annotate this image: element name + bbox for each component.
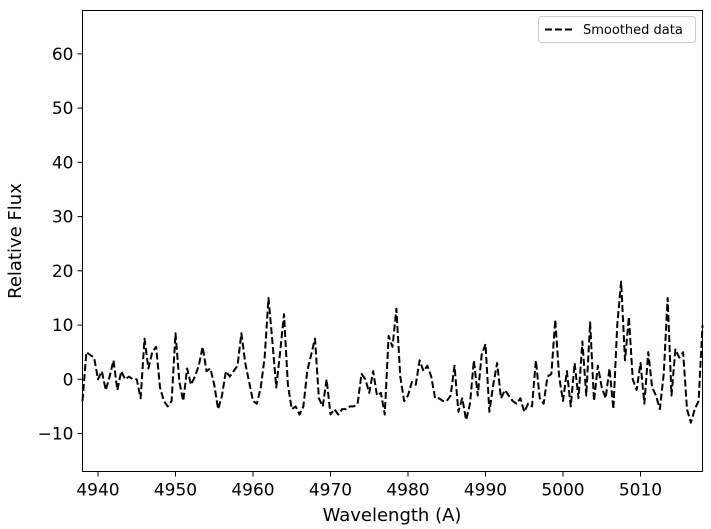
x-axis-label: Wavelength (A) [323,505,462,526]
x-tick-label: 4970 [309,481,352,501]
series-line-0 [81,280,704,424]
x-axis: 4940 4950 4960 4970 4980 4990 5000 5010 [76,471,662,501]
x-tick-label: 4940 [76,481,119,501]
y-tick-label: 40 [52,153,74,173]
x-tick-label: 4980 [386,481,429,501]
y-tick-label: 20 [52,262,74,282]
plot-frame [82,10,703,472]
x-tick-label: 4960 [231,481,274,501]
legend-label-smoothed-data: Smoothed data [583,23,683,38]
y-tick-label: 0 [63,370,74,390]
x-tick-label: 5000 [541,481,584,501]
y-axis-label: Relative Flux [5,183,26,299]
legend: Smoothed data [538,16,696,43]
y-tick-label: 60 [52,45,74,65]
x-tick-label: 4990 [464,481,507,501]
x-tick-label: 5010 [619,481,662,501]
series-layer [81,280,704,424]
y-axis: −10 0 10 20 30 40 50 60 [38,45,83,445]
y-tick-label: −10 [38,425,74,445]
y-tick-label: 50 [52,99,74,119]
legend-box [538,16,696,43]
x-tick-label: 4950 [154,481,197,501]
y-tick-label: 10 [52,316,74,336]
y-tick-label: 30 [52,208,74,228]
